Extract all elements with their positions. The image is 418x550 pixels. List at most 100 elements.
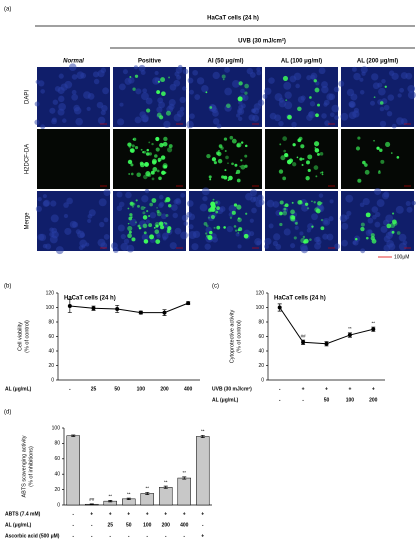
x-tick-label: 25: [107, 522, 113, 528]
nucleus: [295, 83, 300, 89]
y-tick-label: 0: [57, 502, 60, 508]
y-axis-label: (% of control): [236, 320, 242, 353]
fluorescence: [152, 166, 158, 172]
nucleus: [306, 75, 312, 81]
nucleus: [377, 82, 383, 88]
fluorescence: [285, 99, 288, 102]
fluorescence: [317, 201, 322, 206]
fluorescence: [377, 171, 381, 174]
fluorescence: [226, 103, 231, 109]
fluorescence: [362, 160, 366, 165]
nucleus: [145, 219, 150, 224]
fluorescence: [131, 144, 135, 148]
nucleus: [308, 110, 316, 119]
fluorescence: [140, 206, 145, 211]
fluorescence: [357, 136, 361, 140]
nucleus: [344, 214, 350, 220]
nucleus: [34, 101, 40, 107]
x-tick-label: +: [201, 533, 204, 539]
nucleus: [371, 206, 379, 213]
marker: [301, 340, 306, 345]
nucleus: [398, 233, 407, 242]
nucleus: [63, 213, 69, 219]
y-tick-label: 120: [256, 290, 265, 296]
bar: [159, 487, 173, 506]
nucleus: [386, 111, 393, 117]
fluorescence: [208, 175, 212, 179]
nucleus: [103, 234, 110, 240]
fluorescence: [238, 81, 243, 86]
nucleus: [78, 245, 84, 251]
nucleus: [334, 243, 341, 250]
nucleus: [75, 117, 83, 126]
fluorescence: [300, 238, 306, 244]
x-tick-label: 50: [324, 397, 330, 403]
nucleus: [331, 104, 339, 113]
nucleus: [323, 99, 330, 106]
nucleus: [76, 71, 85, 80]
fluorescence: [227, 162, 229, 164]
fluorescence: [158, 176, 162, 181]
nucleus: [283, 228, 291, 236]
nucleus: [299, 231, 304, 236]
nucleus: [133, 65, 138, 70]
error-bar: [182, 476, 187, 480]
fluorescence: [166, 229, 171, 234]
row-label: AL (μg/mL): [212, 397, 239, 403]
nucleus: [204, 243, 211, 250]
fluorescence: [279, 143, 282, 146]
nucleus: [87, 92, 95, 100]
fluorescence: [149, 234, 155, 240]
y-axis-label: (% of control): [24, 320, 30, 353]
nucleus: [196, 77, 205, 85]
fluorescence: [321, 173, 324, 176]
fluorescence: [279, 211, 283, 216]
nucleus: [245, 192, 253, 201]
panel-label: (a): [4, 7, 11, 13]
fluorescence: [163, 221, 166, 224]
marker: [138, 310, 143, 315]
nucleus: [191, 243, 199, 251]
fluorescence: [156, 207, 158, 209]
fluorescence: [143, 231, 147, 235]
fluorescence: [231, 138, 237, 144]
fluorescence: [142, 211, 146, 215]
nucleus: [40, 89, 45, 94]
fluorescence: [392, 221, 398, 226]
nucleus: [122, 69, 128, 75]
fluorescence: [161, 170, 166, 175]
nucleus: [397, 93, 402, 98]
nucleus: [329, 199, 334, 204]
nucleus: [189, 89, 194, 95]
fluorescence: [127, 225, 133, 231]
nucleus: [300, 95, 306, 101]
fluorescence: [301, 163, 304, 166]
fluorescence: [216, 151, 220, 156]
significance: ##: [301, 333, 307, 338]
fluorescence: [165, 110, 171, 116]
chart-title: HaCaT cells (24 h): [64, 296, 116, 302]
fluorescence: [379, 148, 383, 153]
fluorescence: [297, 200, 302, 205]
nucleus: [371, 73, 379, 81]
nucleus: [141, 233, 149, 241]
fluorescence: [313, 165, 319, 170]
row-label: Merge: [25, 212, 31, 230]
fluorescence: [168, 144, 173, 148]
fluorescence: [396, 156, 400, 159]
fluorescence: [208, 216, 210, 219]
nucleus: [139, 111, 147, 118]
nucleus: [160, 213, 167, 220]
fluorescence: [160, 155, 166, 160]
marker: [277, 305, 282, 310]
nucleus: [42, 200, 50, 207]
fluorescence: [216, 225, 221, 230]
fluorescence: [131, 237, 136, 242]
nucleus: [379, 106, 385, 112]
x-tick-label: 100: [346, 397, 355, 403]
fluorescence: [307, 154, 313, 160]
fluorescence: [311, 225, 314, 228]
nucleus: [175, 66, 183, 74]
y-tick-label: 80: [54, 441, 60, 447]
fluorescence: [360, 226, 365, 232]
